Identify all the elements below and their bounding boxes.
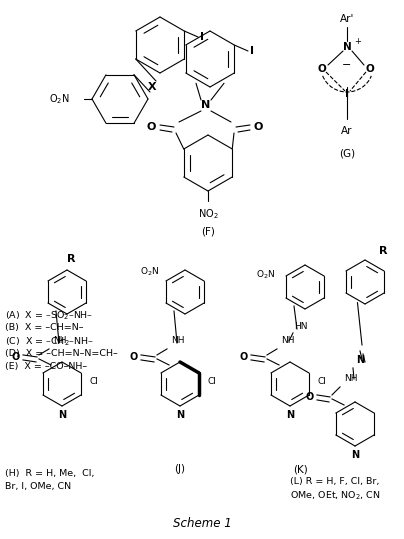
Text: O: O [254,122,263,132]
Text: Br, I, OMe, CN: Br, I, OMe, CN [5,482,71,491]
Text: N: N [176,410,184,420]
Text: N: N [351,450,359,460]
Text: OMe, OEt, NO$_2$, CN: OMe, OEt, NO$_2$, CN [290,490,381,502]
Text: Cl: Cl [90,377,99,386]
Text: Scheme 1: Scheme 1 [173,517,231,530]
Text: (A)  X = –SO$_2$–NH–: (A) X = –SO$_2$–NH– [5,310,93,322]
Text: R: R [379,246,387,256]
Text: Cl: Cl [318,377,327,386]
Text: Ar': Ar' [340,14,354,24]
Text: O: O [130,352,138,362]
Text: (F): (F) [201,226,215,236]
Text: (D)  X = –CH=N–N=CH–: (D) X = –CH=N–N=CH– [5,349,118,358]
Text: N: N [286,410,294,420]
Text: N: N [356,355,364,365]
Text: Ar: Ar [341,126,353,136]
Text: (H)  R = H, Me,  Cl,: (H) R = H, Me, Cl, [5,469,95,478]
Text: N: N [58,410,66,420]
Text: (C)  X = –CH$_2$–NH–: (C) X = –CH$_2$–NH– [5,336,94,349]
Text: NH: NH [171,336,185,345]
Text: O$_2$N: O$_2$N [49,92,70,106]
Text: O$_2$N: O$_2$N [140,266,159,278]
Text: +: + [355,37,362,45]
Text: N: N [201,100,210,110]
Text: O: O [318,64,326,74]
Text: I: I [345,89,349,99]
Text: NO$_2$: NO$_2$ [198,207,218,221]
Text: I: I [250,46,254,56]
Text: O$_2$N: O$_2$N [256,269,275,281]
Text: (B)  X = –CH=N–: (B) X = –CH=N– [5,323,84,332]
Text: O: O [306,392,314,402]
Text: (E)  X = –CO–NH–: (E) X = –CO–NH– [5,362,87,371]
Text: X: X [148,82,156,92]
Text: O: O [240,352,248,362]
Text: O: O [366,64,375,74]
Text: (L) R = H, F, Cl, Br,: (L) R = H, F, Cl, Br, [290,477,379,486]
Text: O: O [12,352,20,362]
Text: NH: NH [53,336,67,345]
Text: O: O [147,122,156,132]
Text: (G): (G) [339,149,355,159]
Text: R: R [67,254,75,264]
Text: NH: NH [344,374,358,383]
Text: N: N [343,42,351,52]
Text: Cl: Cl [208,377,217,386]
Text: HN: HN [294,322,307,331]
Text: (J): (J) [175,464,185,474]
Text: −: − [342,60,352,70]
Text: NH: NH [281,336,295,345]
Text: (K): (K) [292,464,307,474]
Text: I: I [200,32,204,42]
